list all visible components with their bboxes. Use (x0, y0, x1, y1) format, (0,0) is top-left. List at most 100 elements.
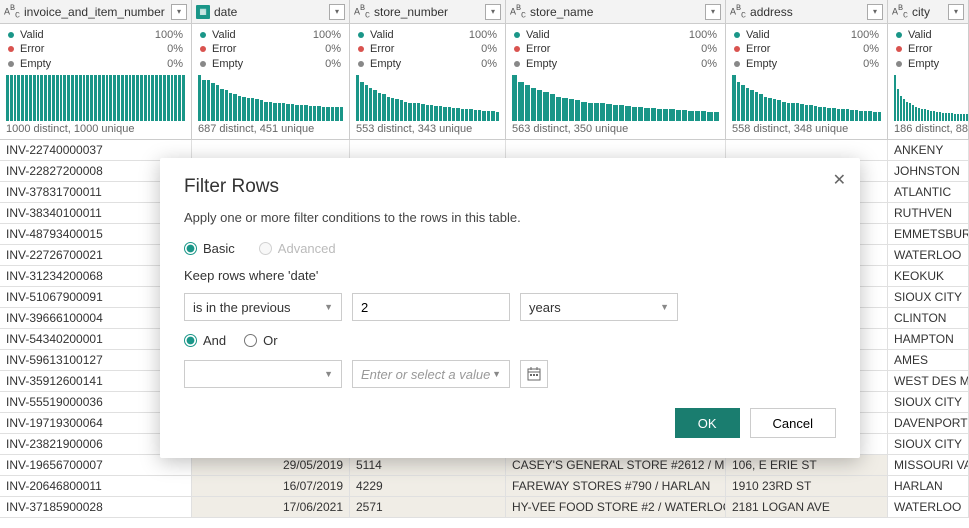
text-type-icon: ABC (354, 3, 370, 20)
filter-dropdown-icon[interactable]: ▾ (329, 4, 345, 20)
distinct-count: 558 distinct, 348 unique (726, 121, 887, 140)
cell[interactable]: FAREWAY STORES #790 / HARLAN (506, 476, 726, 497)
distinct-count: 563 distinct, 350 unique (506, 121, 725, 140)
cell[interactable]: 2181 LOGAN AVE (726, 497, 888, 518)
cell[interactable]: CLINTON (888, 308, 969, 329)
filter-dropdown-icon[interactable]: ▾ (867, 4, 883, 20)
mode-basic-radio[interactable] (184, 242, 197, 255)
cell[interactable]: 29/05/2019 (192, 455, 350, 476)
cell[interactable]: DAVENPORT (888, 413, 969, 434)
cell[interactable]: INV-19656700007 (0, 455, 192, 476)
filter-dropdown-icon[interactable]: ▾ (705, 4, 721, 20)
cancel-button[interactable]: Cancel (750, 408, 836, 438)
logic-and-radio[interactable] (184, 334, 197, 347)
mode-selector: Basic Advanced (184, 241, 836, 256)
cell[interactable]: 106, E ERIE ST (726, 455, 888, 476)
value-select-2[interactable]: Enter or select a value▼ (352, 360, 510, 388)
operator-select-2[interactable]: ▼ (184, 360, 342, 388)
distinct-count: 186 distinct, 88 (888, 121, 968, 140)
logic-or-radio[interactable] (244, 334, 257, 347)
distribution-histogram (726, 73, 887, 121)
column-header-date[interactable]: ▦date▾ (192, 0, 350, 23)
distribution-histogram (506, 73, 725, 121)
mode-advanced-option: Advanced (259, 241, 336, 256)
calendar-type-icon: ▦ (196, 5, 210, 19)
filter-dropdown-icon[interactable]: ▾ (948, 4, 964, 20)
table-row[interactable]: INV-2064680001116/07/20194229FAREWAY STO… (0, 476, 969, 497)
cell[interactable]: JOHNSTON (888, 161, 969, 182)
column-profiles: Valid100%Error0%Empty0%1000 distinct, 10… (0, 24, 969, 140)
column-headers: ABCinvoice_and_item_number▾▦date▾ABCstor… (0, 0, 969, 24)
cell[interactable]: SIOUX CITY (888, 287, 969, 308)
text-type-icon: ABC (510, 3, 526, 20)
cell[interactable]: CASEY'S GENERAL STORE #2612 / MISSOU (506, 455, 726, 476)
column-header-store_number[interactable]: ABCstore_number▾ (350, 0, 506, 23)
cell[interactable]: 2571 (350, 497, 506, 518)
column-header-store_name[interactable]: ABC store_name▾ (506, 0, 726, 23)
cell[interactable]: 4229 (350, 476, 506, 497)
close-icon[interactable]: ✕ (833, 170, 846, 190)
text-type-icon: ABC (4, 3, 20, 20)
distinct-count: 553 distinct, 343 unique (350, 121, 505, 140)
cell[interactable]: EMMETSBURG (888, 224, 969, 245)
condition-row-1: is in the previous▼ years▼ (184, 293, 836, 321)
filter-dropdown-icon[interactable]: ▾ (485, 4, 501, 20)
column-name: invoice_and_item_number (24, 5, 171, 19)
units-select[interactable]: years▼ (520, 293, 678, 321)
table-row[interactable]: INV-3718590002817/06/20212571HY-VEE FOOD… (0, 497, 969, 518)
cell[interactable]: SIOUX CITY (888, 392, 969, 413)
column-header-city[interactable]: ABC city▾ (888, 0, 969, 23)
ok-button[interactable]: OK (675, 408, 740, 438)
column-name: address (750, 5, 867, 19)
chevron-down-icon: ▼ (324, 302, 333, 312)
cell[interactable]: WEST DES MOI (888, 371, 969, 392)
column-profile-date: Valid100%Error0%Empty0%687 distinct, 451… (192, 24, 350, 140)
cell[interactable]: HY-VEE FOOD STORE #2 / WATERLOO (506, 497, 726, 518)
calendar-icon[interactable] (520, 360, 548, 388)
cell[interactable]: INV-37185900028 (0, 497, 192, 518)
cell[interactable]: SIOUX CITY (888, 434, 969, 455)
cell[interactable]: ANKENY (888, 140, 969, 161)
condition-row-2: ▼ Enter or select a value▼ (184, 360, 836, 388)
dialog-title: Filter Rows (184, 176, 836, 198)
cell[interactable]: 1910 23RD ST (726, 476, 888, 497)
cell[interactable]: MISSOURI VALL (888, 455, 969, 476)
logic-and-option[interactable]: And (184, 333, 226, 348)
column-header-invoice_and_item_number[interactable]: ABC invoice_and_item_number▾ (0, 0, 192, 23)
distinct-count: 687 distinct, 451 unique (192, 121, 349, 140)
column-header-address[interactable]: ABC address▾ (726, 0, 888, 23)
distinct-count: 1000 distinct, 1000 unique (0, 121, 191, 140)
column-profile-city: ValidErrorEmpty186 distinct, 88 (888, 24, 969, 140)
logic-or-option[interactable]: Or (244, 333, 277, 348)
chevron-down-icon: ▼ (492, 369, 501, 379)
operator-select[interactable]: is in the previous▼ (184, 293, 342, 321)
cell[interactable]: HAMPTON (888, 329, 969, 350)
cell[interactable]: ATLANTIC (888, 182, 969, 203)
table-row[interactable]: INV-1965670000729/05/20195114CASEY'S GEN… (0, 455, 969, 476)
cell[interactable]: WATERLOO (888, 497, 969, 518)
value-input[interactable] (352, 293, 510, 321)
filter-dropdown-icon[interactable]: ▾ (171, 4, 187, 20)
column-profile-address: Valid100%Error0%Empty0%558 distinct, 348… (726, 24, 888, 140)
distribution-histogram (0, 73, 191, 121)
cell[interactable]: AMES (888, 350, 969, 371)
cell[interactable]: 5114 (350, 455, 506, 476)
cell[interactable]: 17/06/2021 (192, 497, 350, 518)
cell[interactable]: RUTHVEN (888, 203, 969, 224)
cell[interactable]: INV-20646800011 (0, 476, 192, 497)
column-name: store_name (530, 5, 705, 19)
column-profile-invoice_and_item_number: Valid100%Error0%Empty0%1000 distinct, 10… (0, 24, 192, 140)
text-type-icon: ABC (730, 3, 746, 20)
distribution-histogram (192, 73, 349, 121)
chevron-down-icon: ▼ (324, 369, 333, 379)
mode-advanced-radio (259, 242, 272, 255)
mode-basic-option[interactable]: Basic (184, 241, 235, 256)
cell[interactable]: KEOKUK (888, 266, 969, 287)
cell[interactable]: WATERLOO (888, 245, 969, 266)
text-type-icon: ABC (892, 3, 908, 20)
distribution-histogram (350, 73, 505, 121)
cell[interactable]: 16/07/2019 (192, 476, 350, 497)
column-name: city (912, 5, 948, 19)
chevron-down-icon: ▼ (660, 302, 669, 312)
cell[interactable]: HARLAN (888, 476, 969, 497)
